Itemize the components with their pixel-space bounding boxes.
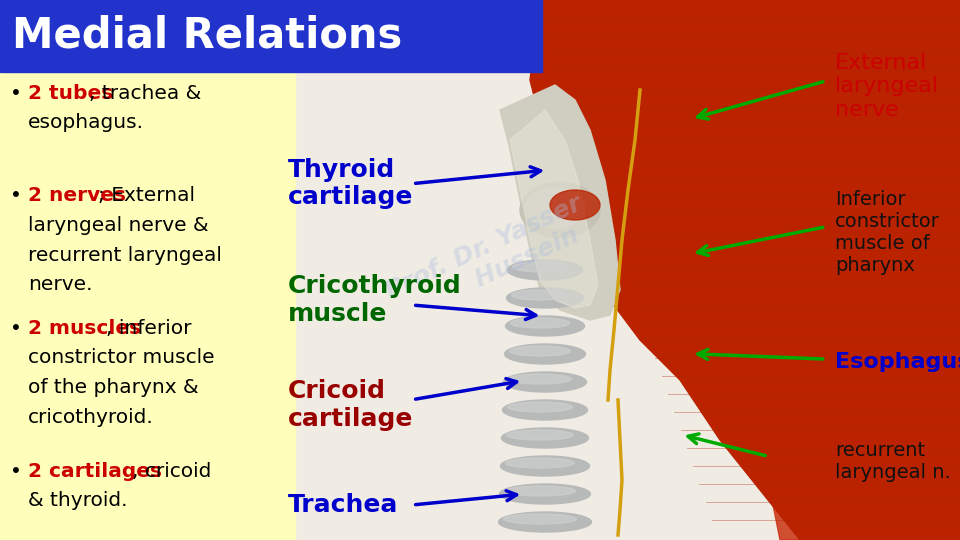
Polygon shape [520, 0, 960, 540]
Ellipse shape [513, 262, 567, 272]
Text: •: • [10, 462, 22, 481]
Bar [295, 0, 960, 540]
Text: External
laryngeal
nerve: External laryngeal nerve [835, 53, 939, 119]
Ellipse shape [507, 430, 573, 440]
Text: Inferior
constrictor
muscle of
pharynx: Inferior constrictor muscle of pharynx [835, 190, 940, 275]
Ellipse shape [505, 486, 575, 496]
Text: ; External: ; External [98, 186, 195, 205]
Text: constrictor muscle: constrictor muscle [28, 348, 215, 367]
Text: esophagus.: esophagus. [28, 113, 144, 132]
Text: , trachea &: , trachea & [89, 84, 202, 103]
Ellipse shape [508, 260, 583, 280]
Ellipse shape [550, 190, 600, 220]
Text: Esophagus: Esophagus [835, 352, 960, 372]
Ellipse shape [507, 288, 584, 308]
Text: Cricoid
cartilage: Cricoid cartilage [288, 379, 414, 431]
Ellipse shape [501, 428, 588, 448]
Ellipse shape [510, 346, 570, 356]
Text: Medial Relations: Medial Relations [12, 15, 402, 57]
Polygon shape [500, 85, 620, 320]
Ellipse shape [512, 290, 568, 300]
Text: •: • [10, 84, 22, 103]
Text: •: • [10, 319, 22, 338]
Ellipse shape [503, 372, 587, 392]
Text: recurrent
laryngeal n.: recurrent laryngeal n. [835, 441, 951, 482]
Polygon shape [530, 0, 960, 540]
Text: 2 nerves: 2 nerves [28, 186, 126, 205]
Ellipse shape [502, 400, 588, 420]
Ellipse shape [498, 512, 591, 532]
Ellipse shape [503, 514, 577, 524]
Ellipse shape [499, 484, 590, 504]
Ellipse shape [520, 183, 600, 238]
Ellipse shape [506, 458, 574, 468]
Ellipse shape [525, 188, 585, 228]
Ellipse shape [500, 456, 589, 476]
Polygon shape [510, 110, 598, 308]
Text: laryngeal nerve &: laryngeal nerve & [28, 216, 208, 235]
Text: Cricothyroid
muscle: Cricothyroid muscle [288, 274, 462, 326]
Ellipse shape [508, 402, 572, 412]
Ellipse shape [505, 344, 586, 364]
Bar [0, 0, 542, 72]
Text: recurrent laryngeal: recurrent laryngeal [28, 246, 222, 265]
Ellipse shape [511, 318, 569, 328]
Text: , cricoid: , cricoid [132, 462, 212, 481]
Text: cricothyroid.: cricothyroid. [28, 408, 154, 427]
Text: •: • [10, 186, 22, 205]
Text: Prof. Dr. Yasser
        Hussein: Prof. Dr. Yasser Hussein [382, 191, 598, 329]
Text: , inferior: , inferior [107, 319, 192, 338]
Ellipse shape [509, 374, 571, 384]
Text: Trachea: Trachea [288, 493, 398, 517]
Text: & thyroid.: & thyroid. [28, 491, 128, 510]
Text: of the pharynx &: of the pharynx & [28, 378, 199, 397]
Text: 2 tubes: 2 tubes [28, 84, 113, 103]
Bar [0, 72, 295, 540]
Text: 2 muscles: 2 muscles [28, 319, 141, 338]
Text: Thyroid
cartilage: Thyroid cartilage [288, 158, 414, 210]
Ellipse shape [506, 316, 585, 336]
Text: 2 cartilages: 2 cartilages [28, 462, 162, 481]
Text: nerve.: nerve. [28, 275, 92, 294]
